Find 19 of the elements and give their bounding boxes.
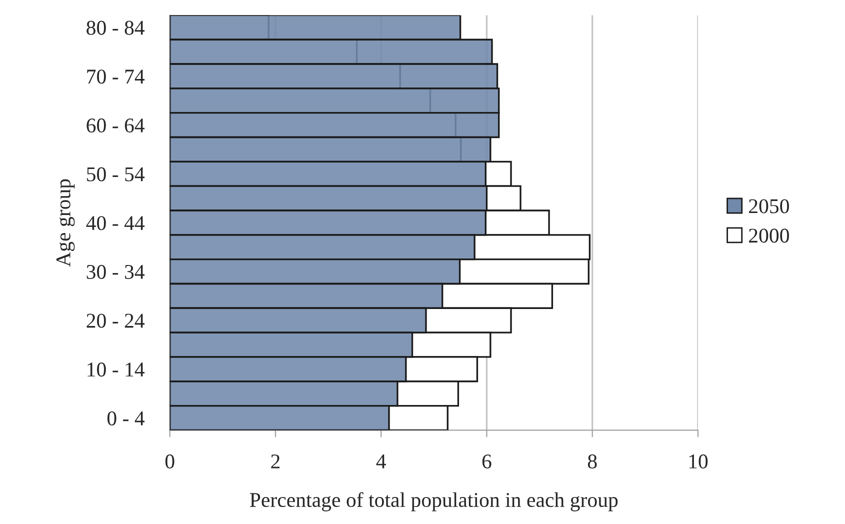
- y-tick-label: 50 - 54: [87, 167, 145, 182]
- x-tick-label: 0: [165, 454, 174, 468]
- x-tick-label: 10: [689, 454, 708, 468]
- x-tick-label: 4: [376, 454, 386, 468]
- y-axis-title: Age group: [56, 179, 75, 267]
- x-axis-title: Percentage of total population in each group: [250, 492, 618, 512]
- y-tick-label: 60 - 64: [86, 118, 145, 132]
- x-tick-label: 2: [271, 454, 280, 468]
- y-tick-label: 40 - 44: [86, 216, 145, 230]
- y-tick-label: 70 - 74: [87, 70, 145, 84]
- x-tick-label: 8: [588, 454, 597, 468]
- legend-label: 2000: [749, 228, 789, 243]
- x-tick-label: 6: [482, 454, 492, 468]
- y-tick-label: 10 - 14: [88, 362, 145, 377]
- legend-label: 2050: [749, 199, 789, 214]
- y-tick-label: 30 - 34: [86, 264, 145, 279]
- y-tick-label: 80 - 84: [86, 20, 145, 35]
- y-tick-label: 20 - 24: [86, 314, 145, 328]
- y-tick-label: 0 - 4: [107, 411, 145, 426]
